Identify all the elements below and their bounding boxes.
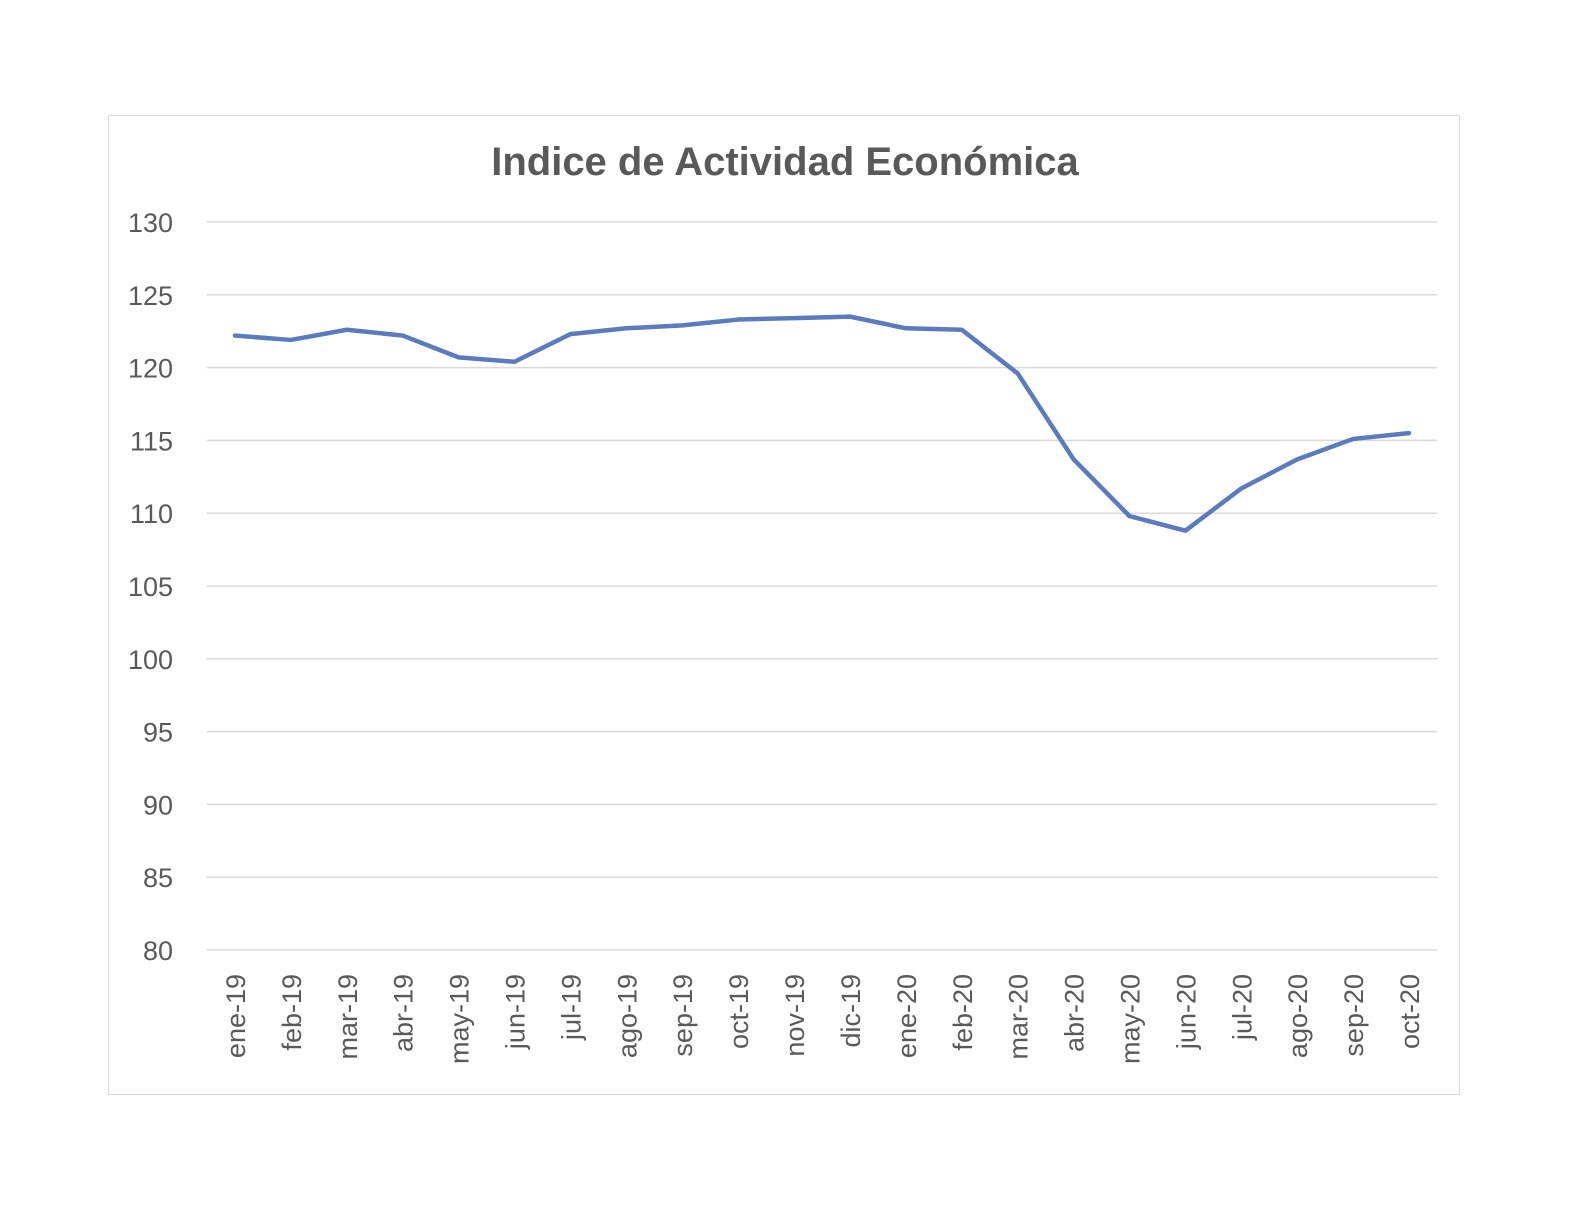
x-tick-label: ene-20 xyxy=(892,974,922,1058)
y-tick-label: 115 xyxy=(130,426,173,456)
x-tick-label: ago-20 xyxy=(1283,974,1313,1058)
y-tick-label: 110 xyxy=(130,499,173,529)
x-tick-label: sep-20 xyxy=(1339,974,1369,1057)
x-tick-label: feb-20 xyxy=(948,974,978,1051)
y-tick-label: 105 xyxy=(128,572,173,602)
y-axis-ticks: 80 85 90 95 100 105 110 115 120 125 130 xyxy=(128,208,173,966)
x-axis-ticks: ene-19 feb-19 mar-19 abr-19 may-19 jun-19 jul-… xyxy=(221,974,1425,1064)
y-tick-label: 125 xyxy=(128,281,173,311)
x-tick-label: ago-19 xyxy=(612,974,642,1058)
x-tick-label: oct-19 xyxy=(724,974,754,1049)
y-tick-label: 90 xyxy=(143,790,173,820)
chart-area xyxy=(108,115,1460,1095)
x-tick-label: jun-19 xyxy=(501,974,531,1050)
x-tick-label: oct-20 xyxy=(1395,974,1425,1049)
x-tick-label: may-19 xyxy=(445,974,475,1064)
x-tick-label: abr-20 xyxy=(1060,974,1090,1052)
x-tick-label: jul-19 xyxy=(556,974,586,1041)
gridlines xyxy=(207,221,1437,951)
x-tick-label: jul-20 xyxy=(1227,974,1257,1041)
y-tick-label: 120 xyxy=(128,354,173,384)
x-tick-label: abr-19 xyxy=(389,974,419,1052)
y-tick-label: 95 xyxy=(143,718,173,748)
y-tick-label: 85 xyxy=(143,863,173,893)
y-tick-label: 80 xyxy=(143,936,173,966)
x-tick-label: jun-20 xyxy=(1171,974,1201,1050)
x-tick-label: ene-19 xyxy=(221,974,251,1058)
y-tick-label: 100 xyxy=(128,645,173,675)
x-tick-label: dic-19 xyxy=(836,974,866,1048)
y-tick-label: 130 xyxy=(128,208,173,238)
chart-title: Indice de Actividad Económica xyxy=(491,140,1079,184)
x-tick-label: mar-20 xyxy=(1004,974,1034,1060)
x-tick-label: may-20 xyxy=(1116,974,1146,1064)
x-tick-label: mar-19 xyxy=(333,974,363,1060)
series-layer xyxy=(232,314,1412,533)
x-tick-label: feb-19 xyxy=(277,974,307,1051)
x-tick-label: sep-19 xyxy=(668,974,698,1057)
x-tick-label: nov-19 xyxy=(780,974,810,1057)
series-line xyxy=(232,314,1412,533)
